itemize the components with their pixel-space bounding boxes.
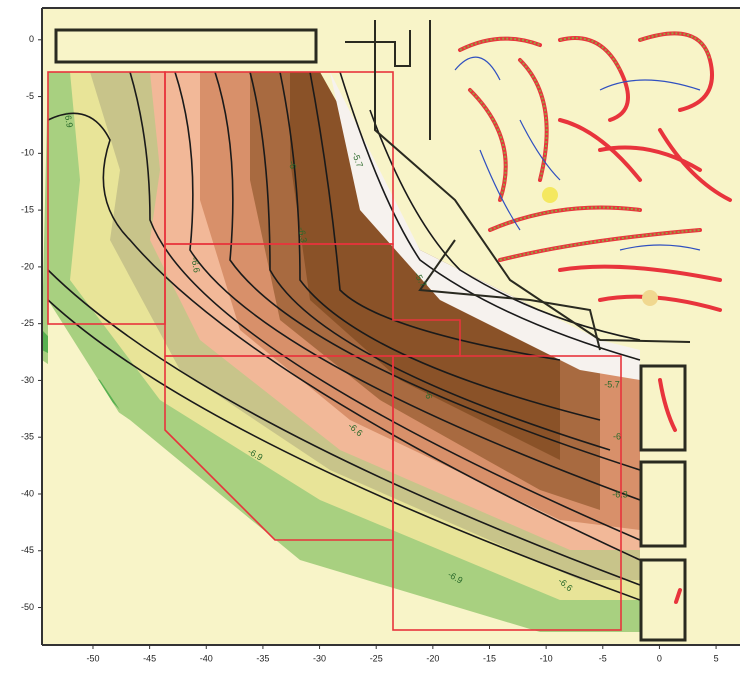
y-tick-label: -45 bbox=[21, 545, 34, 555]
stroke bbox=[454, 56, 701, 251]
frames bbox=[54, 20, 691, 642]
contour-line bbox=[214, 71, 641, 471]
contour-label: -6 bbox=[613, 431, 621, 441]
contour-line bbox=[279, 71, 601, 421]
y-tick-label: -50 bbox=[21, 602, 34, 612]
frame bbox=[374, 20, 691, 343]
marker bbox=[642, 290, 658, 306]
y-tick-label: -10 bbox=[21, 148, 34, 158]
y-tick-label: -25 bbox=[21, 318, 34, 328]
y-tick-label: -5 bbox=[26, 91, 34, 101]
x-tick-label: -45 bbox=[143, 653, 156, 663]
axes bbox=[41, 7, 740, 646]
y-tick-label: 0 bbox=[29, 34, 34, 44]
x-tick-label: -50 bbox=[86, 653, 99, 663]
contour-line bbox=[47, 299, 641, 601]
band bbox=[330, 72, 640, 380]
y-tick-label: -30 bbox=[21, 375, 34, 385]
contour-label: -6.6 bbox=[189, 256, 202, 273]
band bbox=[48, 300, 340, 640]
contour-lines bbox=[47, 71, 641, 601]
y-tick-label: -40 bbox=[21, 488, 34, 498]
x-tick-label: -10 bbox=[540, 653, 553, 663]
x-tick-label: 5 bbox=[714, 653, 719, 663]
contour-label: -5.7 bbox=[604, 379, 620, 389]
contour-line bbox=[369, 109, 641, 341]
marker bbox=[542, 187, 558, 203]
survey-box bbox=[164, 355, 394, 541]
x-tick-label: -20 bbox=[426, 653, 439, 663]
contour-line bbox=[249, 71, 611, 451]
contour-label: -6.9 bbox=[62, 111, 75, 128]
y-tick-label: -20 bbox=[21, 261, 34, 271]
survey-boxes bbox=[47, 71, 622, 631]
survey-box bbox=[392, 355, 622, 631]
frame bbox=[418, 239, 601, 351]
contour-label: -6.3 bbox=[296, 226, 309, 243]
x-tick-label: -35 bbox=[256, 653, 269, 663]
y-tick-label: -35 bbox=[21, 432, 34, 442]
contour-line bbox=[309, 71, 561, 361]
contour-label: -6.3 bbox=[612, 489, 628, 499]
y-tick-label: -15 bbox=[21, 204, 34, 214]
contour-line bbox=[47, 112, 641, 561]
contour-line bbox=[174, 71, 641, 501]
contour-label: -6 bbox=[287, 160, 298, 170]
x-tick-label: -30 bbox=[313, 653, 326, 663]
contour-line bbox=[47, 269, 641, 586]
frame bbox=[345, 30, 411, 67]
contour-label: -5.7 bbox=[350, 151, 365, 169]
frame bbox=[639, 460, 687, 548]
geology-strokes bbox=[454, 31, 732, 604]
frame bbox=[639, 364, 687, 452]
contour-line bbox=[339, 71, 641, 361]
x-tick-label: 0 bbox=[657, 653, 662, 663]
frame bbox=[54, 28, 318, 64]
contour-line bbox=[129, 71, 641, 541]
stroke bbox=[459, 32, 711, 261]
x-tick-label: -5 bbox=[599, 653, 607, 663]
x-tick-label: -15 bbox=[483, 653, 496, 663]
x-tick-label: -25 bbox=[370, 653, 383, 663]
contour-label: -6 bbox=[423, 390, 434, 400]
x-tick-label: -40 bbox=[200, 653, 213, 663]
frame bbox=[639, 558, 687, 642]
